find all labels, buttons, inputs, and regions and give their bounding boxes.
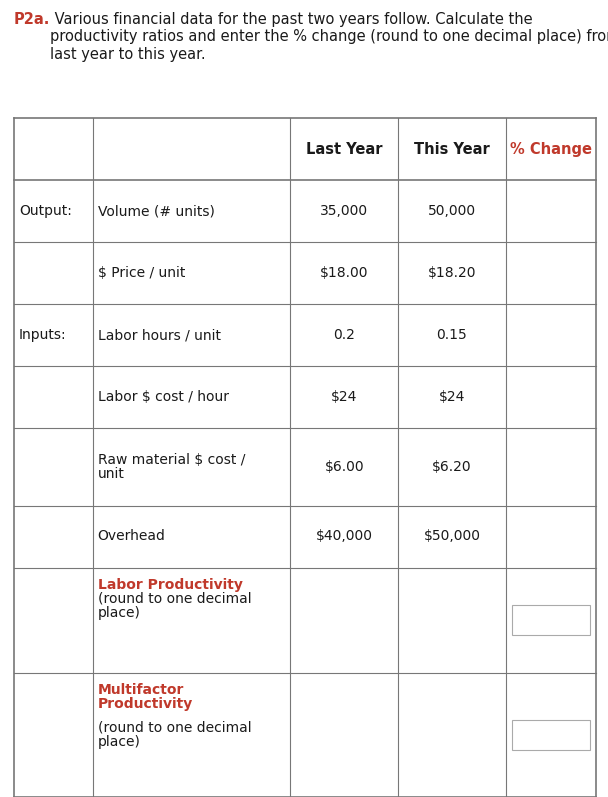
Text: Volume (# units): Volume (# units) (97, 204, 215, 218)
Text: Last Year: Last Year (306, 142, 382, 156)
Text: $ Price / unit: $ Price / unit (97, 266, 185, 280)
Text: Inputs:: Inputs: (19, 328, 67, 342)
Text: Multifactor: Multifactor (97, 683, 184, 697)
Text: Labor $ cost / hour: Labor $ cost / hour (97, 390, 229, 404)
Text: 0.2: 0.2 (333, 328, 355, 342)
Text: $18.20: $18.20 (427, 266, 476, 280)
Text: $50,000: $50,000 (423, 529, 480, 544)
Text: P2a.: P2a. (14, 12, 50, 27)
Bar (512, 605, 590, 635)
Text: place): place) (97, 735, 140, 748)
Bar (512, 720, 590, 750)
Text: Raw material $ cost /: Raw material $ cost / (97, 453, 245, 467)
Text: Productivity: Productivity (97, 697, 193, 711)
Text: place): place) (97, 606, 140, 619)
Text: % Change: % Change (510, 142, 592, 156)
Text: $18.00: $18.00 (320, 266, 368, 280)
Text: unit: unit (97, 467, 125, 481)
Text: Overhead: Overhead (97, 529, 165, 544)
Text: Labor hours / unit: Labor hours / unit (97, 328, 221, 342)
Text: This Year: This Year (414, 142, 490, 156)
Text: 50,000: 50,000 (428, 204, 476, 218)
Text: (round to one decimal: (round to one decimal (97, 591, 251, 606)
Text: (round to one decimal: (round to one decimal (97, 720, 251, 735)
Text: $6.00: $6.00 (325, 460, 364, 473)
Text: 0.15: 0.15 (437, 328, 468, 342)
Text: 35,000: 35,000 (320, 204, 368, 218)
Text: $24: $24 (439, 390, 465, 404)
Text: $40,000: $40,000 (316, 529, 373, 544)
Text: Various financial data for the past two years follow. Calculate the
productivity: Various financial data for the past two … (50, 12, 608, 62)
Text: $24: $24 (331, 390, 358, 404)
Text: Output:: Output: (19, 204, 72, 218)
Text: $6.20: $6.20 (432, 460, 472, 473)
Text: Labor Productivity: Labor Productivity (97, 578, 243, 591)
